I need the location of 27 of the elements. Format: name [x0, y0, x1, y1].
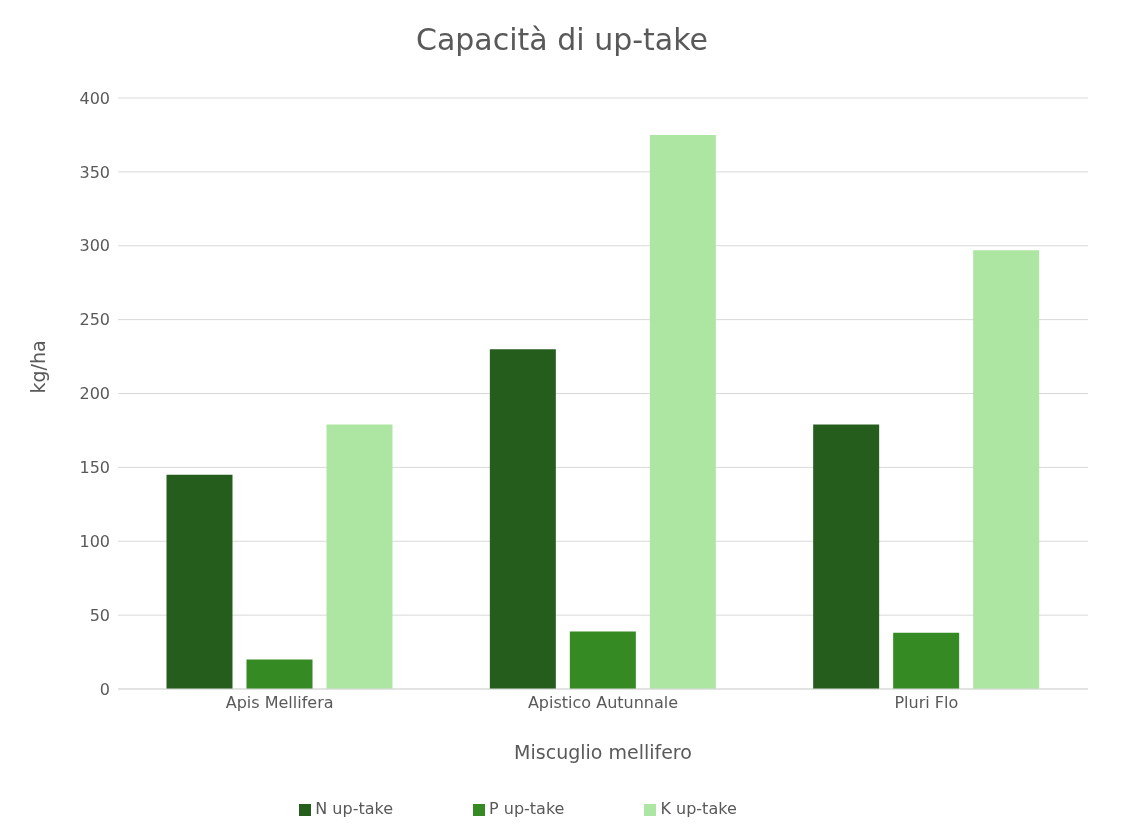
legend-label: P up-take	[489, 799, 565, 818]
bar	[813, 424, 880, 689]
y-tick-label: 100	[79, 531, 110, 551]
y-tick-label: 300	[79, 236, 110, 256]
x-tick-label: Apistico Autunnale	[527, 693, 679, 713]
bar	[489, 349, 556, 689]
y-axis-title: kg/ha	[26, 340, 49, 394]
bar	[246, 659, 313, 689]
x-tick-label: Pluri Flo	[894, 693, 959, 713]
bar	[893, 632, 960, 689]
legend-label: N up-take	[315, 799, 394, 818]
y-tick-label: 50	[89, 605, 110, 625]
y-tick-label: 250	[79, 310, 110, 330]
bar	[166, 474, 233, 689]
chart-title: Capacità di up-take	[415, 21, 709, 59]
bar	[326, 424, 393, 689]
y-tick-label: 400	[79, 88, 110, 108]
x-axis-title: Miscuglio mellifero	[514, 741, 692, 763]
bar	[973, 250, 1040, 689]
legend-label: K up-take	[660, 799, 737, 818]
bar	[569, 631, 636, 689]
y-tick-label: 200	[79, 384, 110, 404]
y-tick-label: 150	[79, 458, 110, 478]
bar	[649, 134, 716, 689]
y-tick-label: 0	[99, 679, 110, 699]
y-tick-label: 350	[79, 162, 110, 182]
x-tick-label: Apis Mellifera	[225, 693, 334, 713]
